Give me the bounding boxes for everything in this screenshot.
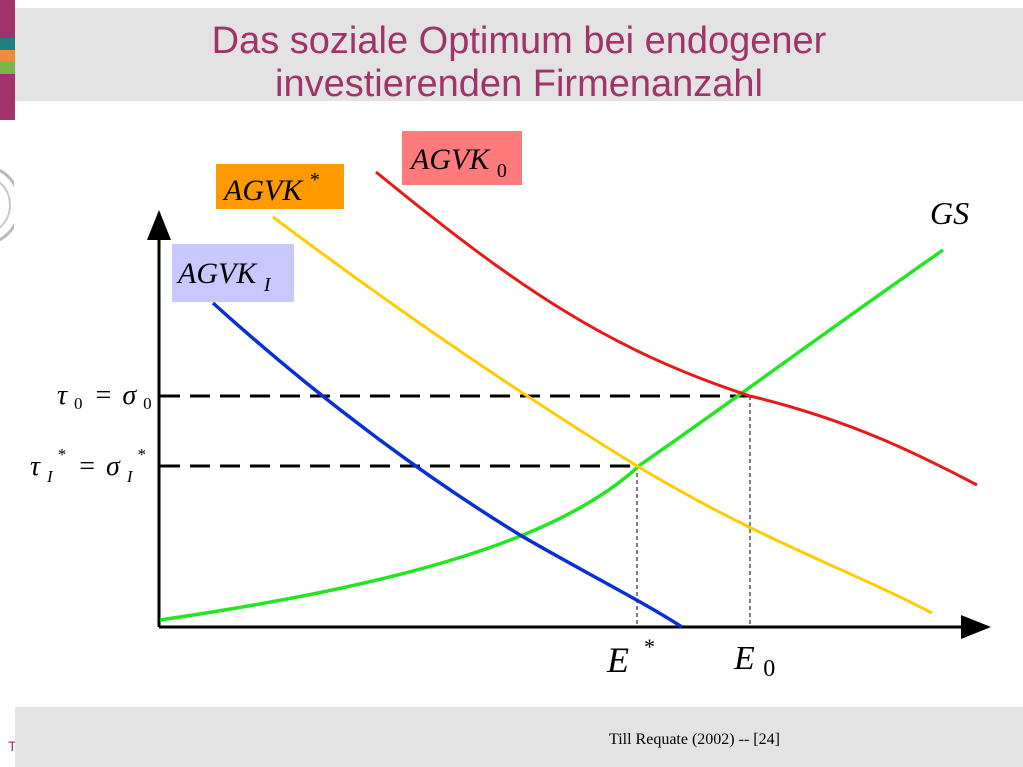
agvk-i-label-sub: I (263, 274, 272, 296)
strip-block-magenta-2 (0, 74, 15, 120)
y-label-tau0-tau: τ (57, 380, 68, 411)
x-label-e0-base: E (733, 640, 755, 677)
y-label-tauI-sup1: * (137, 445, 146, 464)
svg-text:AGVK *: AGVK * (222, 169, 320, 207)
agvk0-label-base: AGVK (409, 143, 491, 176)
svg-text:AGVK 0: AGVK 0 (409, 143, 507, 182)
y-label-tau0-sigma: σ (122, 380, 137, 411)
y-label-tauI-sigma: σ (106, 451, 121, 482)
x-label-estar-sup: * (644, 634, 655, 659)
title-bar: Das soziale Optimum bei endogener invest… (15, 8, 1023, 105)
y-label-tau0: τ 0 = σ 0 (57, 380, 152, 416)
y-label-tauI-sub: I (46, 467, 54, 486)
y-label-tauI-sub1: I (126, 467, 134, 486)
agvk-i-curve (211, 301, 683, 629)
slide-title-line1: Das soziale Optimum bei endogener (211, 20, 827, 62)
agvk-star-label-bg (216, 164, 344, 209)
y-label-tauI-eq: = (79, 451, 95, 482)
x-label-estar: E * (606, 634, 655, 680)
agvk-i-label-base: AGVK (176, 257, 258, 290)
agvk-star-curve (272, 215, 933, 615)
footer-bar: Till Requate (2002) -- [24] (15, 707, 1023, 767)
agvk0-label: AGVK 0 (402, 131, 522, 185)
agvk0-label-bg (402, 131, 522, 185)
svg-text:AGVK I: AGVK I (176, 257, 272, 296)
agvk0-curve (375, 170, 978, 487)
agvk-i-label-bg (172, 244, 294, 302)
side-letter: T (8, 738, 17, 754)
agvk-star-label: AGVK * (216, 164, 344, 209)
agvk0-label-sub: 0 (497, 160, 507, 182)
y-label-tau0-sub: 0 (74, 394, 83, 413)
agvk-i-label: AGVK I (172, 244, 294, 302)
strip-block-orange (0, 50, 15, 62)
left-decor-strip: T (0, 0, 17, 767)
strip-block-magenta (0, 0, 15, 38)
university-seal-icon (0, 168, 14, 242)
strip-block-green (0, 62, 15, 74)
y-label-tau0-sub1: 0 (143, 394, 152, 413)
x-label-e0: E 0 (733, 640, 775, 682)
slide: Das soziale Optimum bei endogener invest… (15, 0, 1023, 767)
slide-title: Das soziale Optimum bei endogener invest… (15, 20, 1023, 106)
footer-credit: Till Requate (2002) -- [24] (609, 731, 780, 748)
agvk-star-label-sup: * (310, 169, 320, 191)
x-label-estar-base: E (606, 640, 629, 680)
y-label-tau0-eq: = (96, 380, 112, 411)
y-label-tauI-sup: * (58, 445, 67, 464)
gs-label: GS (930, 195, 969, 231)
gs-curve (159, 248, 945, 622)
slide-title-line2: investierenden Firmenanzahl (275, 63, 763, 105)
x-label-e0-sub: 0 (763, 656, 775, 682)
strip-block-teal (0, 38, 15, 50)
y-label-tauI-tau: τ (30, 451, 41, 482)
y-label-tauI: τ I * = σ I * (30, 436, 146, 489)
agvk-star-label-base: AGVK (222, 174, 304, 207)
